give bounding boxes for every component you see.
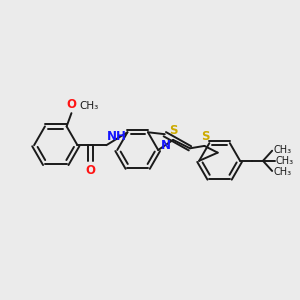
- Text: O: O: [86, 164, 96, 178]
- Text: N: N: [161, 139, 171, 152]
- Text: S: S: [169, 124, 178, 137]
- Text: O: O: [66, 98, 76, 111]
- Text: S: S: [201, 130, 209, 143]
- Text: CH₃: CH₃: [276, 156, 294, 166]
- Text: NH: NH: [107, 130, 127, 143]
- Text: CH₃: CH₃: [80, 101, 99, 111]
- Text: CH₃: CH₃: [273, 167, 291, 177]
- Text: CH₃: CH₃: [273, 145, 291, 154]
